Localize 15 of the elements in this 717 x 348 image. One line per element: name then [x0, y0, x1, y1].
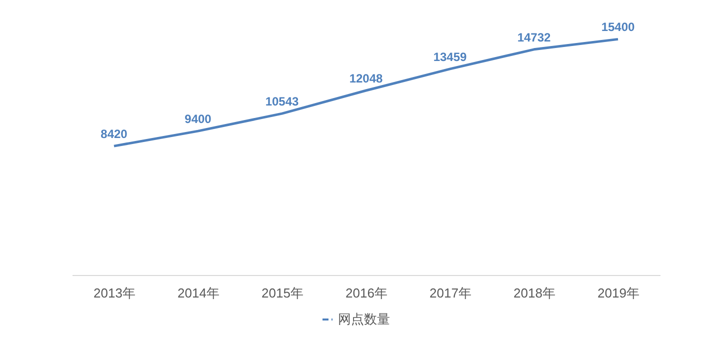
data-label: 13459: [433, 50, 468, 64]
x-tick-label: 2018年: [514, 286, 556, 300]
x-tick-label: 2016年: [346, 286, 388, 300]
data-label: 9400: [184, 112, 212, 126]
x-tick-label: 2019年: [598, 286, 640, 300]
data-label: 8420: [100, 127, 128, 142]
x-tick-label: 2015年: [262, 286, 304, 300]
x-tick-label: 2014年: [178, 286, 220, 300]
data-label: 12048: [349, 72, 384, 86]
data-label: 10543: [265, 94, 300, 109]
x-tick-label: 2017年: [430, 286, 472, 300]
legend-label: 网点数量: [338, 312, 390, 326]
data-label: 15400: [601, 20, 636, 34]
data-label: 14732: [517, 30, 552, 44]
x-tick-label: 2013年: [94, 286, 136, 300]
